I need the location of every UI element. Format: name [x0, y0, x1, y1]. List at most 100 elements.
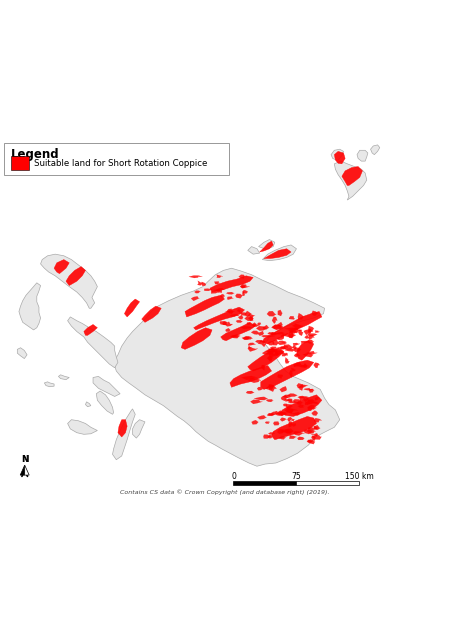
Text: N: N: [21, 455, 28, 464]
Polygon shape: [288, 401, 298, 403]
Polygon shape: [230, 366, 272, 387]
Polygon shape: [118, 420, 127, 437]
Polygon shape: [295, 328, 298, 331]
Polygon shape: [245, 311, 252, 316]
Polygon shape: [54, 259, 69, 273]
Polygon shape: [272, 325, 283, 329]
Polygon shape: [245, 316, 254, 321]
Polygon shape: [266, 399, 273, 402]
Polygon shape: [271, 324, 282, 330]
Polygon shape: [281, 396, 289, 401]
Polygon shape: [58, 375, 69, 380]
Polygon shape: [132, 420, 145, 438]
Polygon shape: [308, 329, 313, 334]
Polygon shape: [210, 276, 253, 292]
Polygon shape: [267, 349, 277, 353]
Polygon shape: [287, 399, 292, 402]
Polygon shape: [286, 431, 291, 433]
Polygon shape: [342, 167, 362, 186]
Polygon shape: [275, 413, 284, 415]
Polygon shape: [282, 333, 296, 338]
Polygon shape: [235, 294, 243, 298]
Polygon shape: [305, 401, 316, 404]
Polygon shape: [288, 410, 293, 413]
Polygon shape: [239, 275, 245, 279]
Polygon shape: [263, 325, 269, 329]
Polygon shape: [256, 326, 267, 331]
Polygon shape: [204, 289, 212, 291]
Bar: [11, 156, 29, 170]
Polygon shape: [285, 429, 294, 433]
Polygon shape: [277, 429, 285, 434]
Polygon shape: [278, 412, 287, 414]
Polygon shape: [221, 322, 255, 341]
Polygon shape: [68, 317, 118, 368]
Polygon shape: [66, 266, 85, 286]
Polygon shape: [298, 313, 304, 319]
Polygon shape: [283, 404, 287, 406]
Text: 0: 0: [231, 472, 236, 481]
Polygon shape: [241, 326, 253, 329]
Polygon shape: [307, 340, 314, 343]
Polygon shape: [370, 145, 380, 155]
Polygon shape: [291, 419, 295, 421]
Polygon shape: [252, 324, 259, 327]
Polygon shape: [280, 386, 287, 392]
Polygon shape: [268, 432, 275, 435]
Polygon shape: [293, 345, 297, 349]
Polygon shape: [293, 343, 300, 345]
Polygon shape: [278, 436, 286, 439]
Polygon shape: [278, 341, 286, 343]
Polygon shape: [280, 418, 286, 422]
Polygon shape: [230, 335, 239, 338]
Polygon shape: [247, 322, 251, 324]
Polygon shape: [269, 384, 274, 390]
Polygon shape: [18, 348, 27, 359]
Polygon shape: [68, 420, 97, 434]
Polygon shape: [315, 397, 320, 401]
Polygon shape: [285, 357, 290, 364]
Polygon shape: [297, 384, 308, 388]
Polygon shape: [240, 284, 250, 288]
Polygon shape: [142, 306, 161, 322]
Polygon shape: [314, 425, 320, 430]
Polygon shape: [307, 427, 315, 431]
Polygon shape: [307, 439, 315, 444]
Polygon shape: [293, 399, 301, 403]
Polygon shape: [242, 376, 258, 380]
Polygon shape: [294, 363, 301, 367]
Polygon shape: [284, 353, 288, 356]
Polygon shape: [261, 360, 314, 389]
Polygon shape: [285, 328, 299, 330]
Polygon shape: [225, 311, 235, 314]
Polygon shape: [297, 401, 303, 404]
Polygon shape: [220, 321, 229, 325]
Polygon shape: [289, 421, 292, 427]
Polygon shape: [307, 430, 316, 434]
Polygon shape: [280, 395, 322, 417]
Polygon shape: [242, 336, 250, 340]
Polygon shape: [308, 401, 313, 404]
Bar: [296, 481, 359, 485]
Polygon shape: [248, 348, 284, 371]
Polygon shape: [257, 322, 261, 326]
Polygon shape: [275, 411, 278, 414]
Polygon shape: [267, 311, 276, 316]
Polygon shape: [274, 350, 284, 355]
Polygon shape: [298, 396, 310, 398]
Polygon shape: [307, 405, 317, 410]
Bar: [4, 143, 229, 175]
Polygon shape: [280, 347, 285, 349]
Polygon shape: [262, 312, 322, 344]
Polygon shape: [294, 431, 305, 436]
Polygon shape: [268, 341, 274, 345]
Polygon shape: [241, 312, 247, 315]
Polygon shape: [264, 249, 291, 258]
Polygon shape: [248, 346, 252, 349]
Polygon shape: [282, 352, 286, 356]
Polygon shape: [96, 391, 114, 414]
Polygon shape: [272, 317, 277, 324]
Polygon shape: [289, 436, 297, 439]
Polygon shape: [289, 370, 292, 377]
Polygon shape: [335, 161, 367, 200]
